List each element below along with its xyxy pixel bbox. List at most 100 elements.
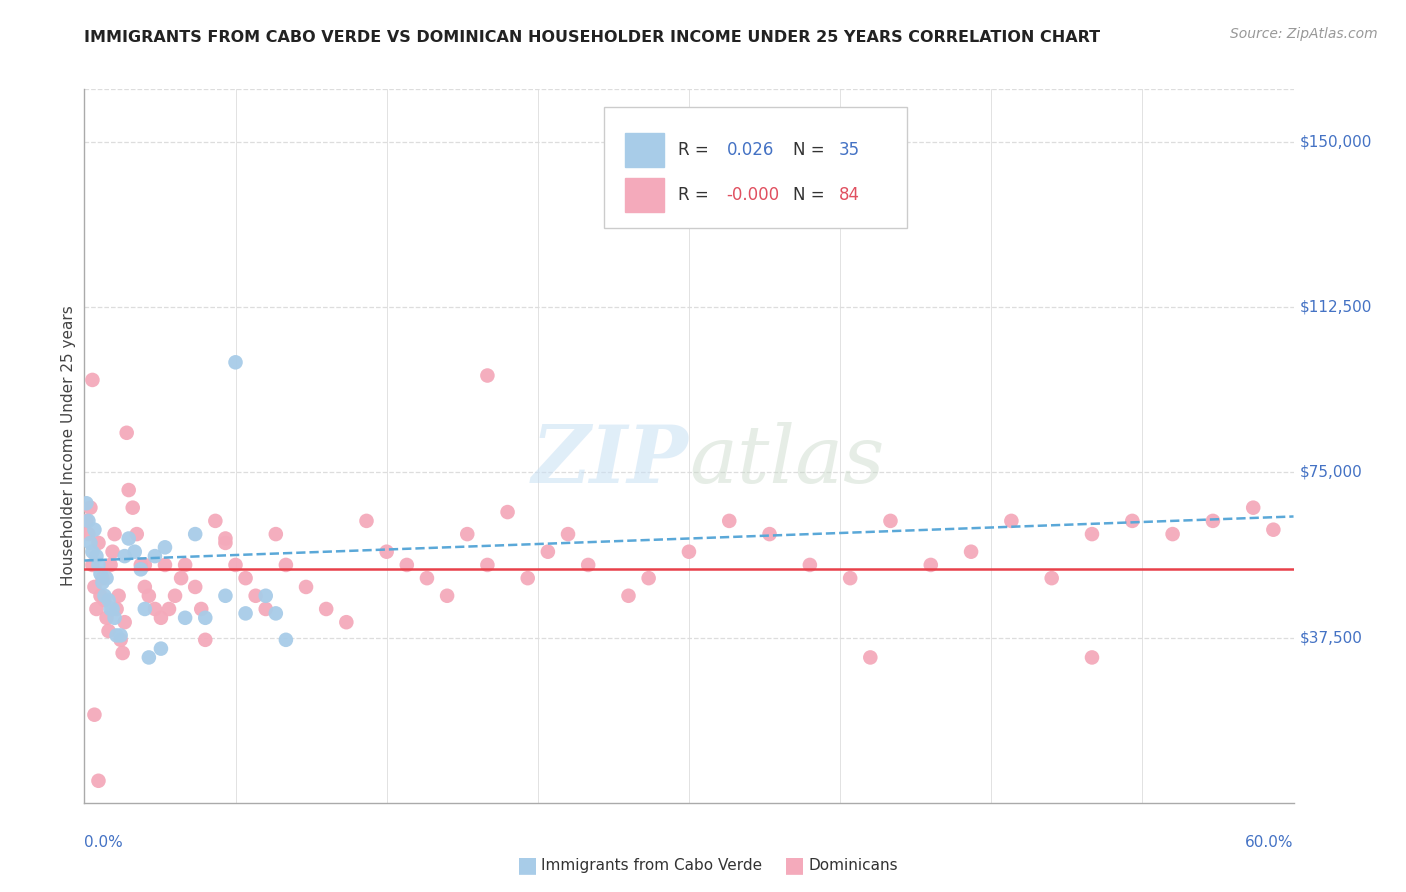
Point <box>274 632 297 647</box>
Text: $150,000: $150,000 <box>1299 135 1372 150</box>
Point <box>758 527 780 541</box>
Point <box>83 523 105 537</box>
Text: 0.026: 0.026 <box>727 141 773 159</box>
Point <box>77 514 100 528</box>
Point <box>101 602 124 616</box>
Point <box>184 580 207 594</box>
Point <box>143 602 166 616</box>
Point <box>105 628 128 642</box>
Text: 60.0%: 60.0% <box>1246 835 1294 850</box>
Point <box>718 514 741 528</box>
Point <box>254 602 277 616</box>
Point <box>89 589 111 603</box>
Point <box>129 562 152 576</box>
Point <box>157 602 180 616</box>
Point <box>149 641 172 656</box>
Point <box>104 527 127 541</box>
Point <box>416 571 439 585</box>
Point <box>1081 527 1104 541</box>
Point <box>153 558 176 572</box>
Point <box>110 628 132 642</box>
Point <box>86 602 108 616</box>
Text: Source: ZipAtlas.com: Source: ZipAtlas.com <box>1230 27 1378 41</box>
Point <box>194 632 217 647</box>
Point <box>114 549 136 563</box>
Point <box>174 558 197 572</box>
Point <box>1081 650 1104 665</box>
Point <box>107 589 129 603</box>
Point <box>153 541 176 555</box>
Point <box>395 558 418 572</box>
Point <box>87 773 110 788</box>
Bar <box>624 178 664 212</box>
Point <box>79 500 101 515</box>
Point <box>105 602 128 616</box>
Point <box>254 589 277 603</box>
Point <box>356 514 378 528</box>
Text: N =: N = <box>793 186 830 203</box>
Point <box>134 558 156 572</box>
Point <box>496 505 519 519</box>
Point <box>920 558 942 572</box>
Point <box>235 571 257 585</box>
Point <box>436 589 458 603</box>
Text: -0.000: -0.000 <box>727 186 779 203</box>
Point <box>115 425 138 440</box>
Point <box>93 593 115 607</box>
Point <box>557 527 579 541</box>
Point <box>82 373 104 387</box>
Text: R =: R = <box>678 186 714 203</box>
Text: N =: N = <box>793 141 830 159</box>
Point <box>96 571 118 585</box>
Point <box>1202 514 1225 528</box>
Point <box>114 615 136 630</box>
Point <box>477 558 499 572</box>
Point <box>87 536 110 550</box>
Point <box>149 611 172 625</box>
Point <box>138 650 160 665</box>
Bar <box>624 133 664 167</box>
Text: Dominicans: Dominicans <box>808 858 898 872</box>
Text: ■: ■ <box>785 855 804 875</box>
Point <box>1161 527 1184 541</box>
Point <box>75 496 97 510</box>
Point <box>190 602 212 616</box>
Point <box>96 611 118 625</box>
Point <box>264 607 287 621</box>
Text: Immigrants from Cabo Verde: Immigrants from Cabo Verde <box>541 858 762 872</box>
Point <box>97 593 120 607</box>
Point <box>204 514 226 528</box>
Text: $37,500: $37,500 <box>1299 630 1362 645</box>
Point <box>100 558 122 572</box>
Point <box>456 527 478 541</box>
Point <box>214 589 236 603</box>
Point <box>315 602 337 616</box>
Point <box>134 602 156 616</box>
Text: IMMIGRANTS FROM CABO VERDE VS DOMINICAN HOUSEHOLDER INCOME UNDER 25 YEARS CORREL: IMMIGRANTS FROM CABO VERDE VS DOMINICAN … <box>84 29 1101 45</box>
Point <box>143 549 166 563</box>
Text: R =: R = <box>678 141 714 159</box>
Point <box>225 355 247 369</box>
Point <box>516 571 538 585</box>
Point <box>839 571 862 585</box>
Text: ZIP: ZIP <box>531 422 689 499</box>
Point <box>235 607 257 621</box>
Point <box>129 558 152 572</box>
Point <box>138 589 160 603</box>
Point <box>100 602 122 616</box>
Point <box>104 611 127 625</box>
Point <box>274 558 297 572</box>
Point <box>375 545 398 559</box>
Point <box>194 611 217 625</box>
FancyBboxPatch shape <box>605 107 907 228</box>
Point <box>617 589 640 603</box>
Point <box>1263 523 1285 537</box>
Point <box>86 549 108 563</box>
Text: 84: 84 <box>839 186 860 203</box>
Text: 0.0%: 0.0% <box>84 835 124 850</box>
Point <box>678 545 700 559</box>
Point <box>134 580 156 594</box>
Point <box>83 580 105 594</box>
Point <box>91 575 114 590</box>
Point <box>174 611 197 625</box>
